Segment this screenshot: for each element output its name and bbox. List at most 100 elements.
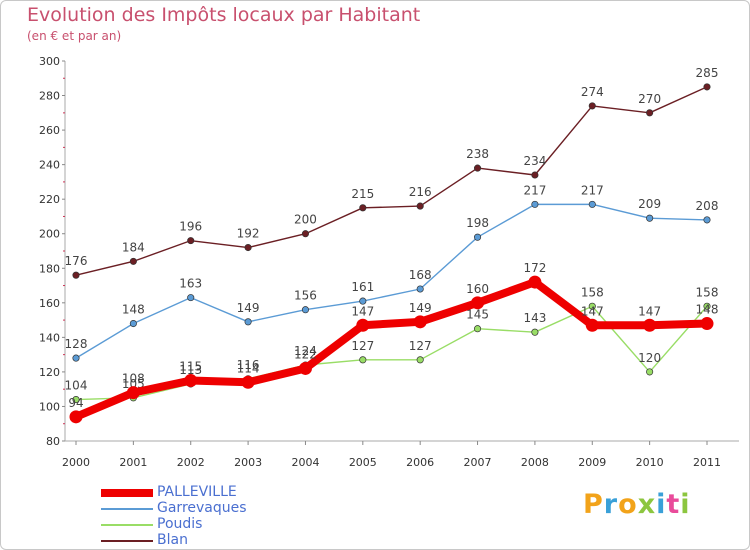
data-point	[72, 354, 80, 362]
data-label: 148	[696, 303, 719, 317]
data-point	[301, 230, 310, 238]
x-tick-label: 2007	[464, 456, 492, 469]
data-label: 198	[466, 216, 489, 230]
series-garrevaques: 128 148 163 149 156 161 168 198 217 217 209 208	[65, 183, 718, 362]
data-label: 108	[122, 372, 145, 386]
data-label: 127	[409, 339, 432, 353]
data-point	[531, 328, 539, 336]
y-tick-label: 220	[39, 193, 60, 206]
data-label: 270	[638, 92, 661, 106]
data-label: 168	[409, 268, 432, 282]
data-point	[588, 102, 596, 110]
data-point	[129, 257, 137, 265]
legend-swatch	[101, 489, 153, 497]
y-tick-label: 120	[39, 366, 60, 379]
data-point	[473, 164, 482, 172]
data-point	[244, 318, 252, 326]
data-point	[473, 325, 482, 333]
legend-item-blan: Blan	[101, 532, 361, 549]
x-tick-label: 2001	[119, 456, 147, 469]
data-point	[187, 237, 195, 245]
data-label: 116	[237, 358, 260, 372]
brand-letter: o	[618, 489, 638, 520]
data-point	[646, 214, 654, 222]
data-label: 274	[581, 85, 604, 99]
y-tick-label: 300	[39, 55, 60, 68]
data-label: 128	[65, 337, 88, 351]
data-label: 113	[179, 363, 202, 377]
data-label: 215	[351, 187, 374, 201]
data-point	[298, 361, 312, 375]
y-tick-label: 280	[39, 90, 60, 103]
legend-item-poudis: Poudis	[101, 516, 361, 533]
data-label: 127	[351, 339, 374, 353]
data-label: 145	[466, 308, 489, 322]
y-tick-label: 200	[39, 228, 60, 241]
data-point	[241, 375, 255, 389]
data-point	[588, 302, 596, 310]
legend-swatch	[101, 540, 153, 542]
series-line	[72, 278, 711, 421]
data-point	[646, 368, 654, 376]
data-point	[700, 317, 714, 331]
data-label: 147	[638, 304, 661, 318]
data-label: 234	[523, 154, 546, 168]
series-blan: 176 184 196 192 200 215 216 238 234 274 270 285	[65, 66, 718, 279]
legend-item-garrevaques: Garrevaques	[101, 500, 361, 517]
brand-letter: i	[680, 489, 691, 520]
data-point	[531, 200, 539, 208]
data-point	[588, 200, 596, 208]
legend-item-palleville: PALLEVILLE	[101, 484, 361, 501]
data-label: 148	[122, 303, 145, 317]
brand-letter: r	[603, 489, 619, 520]
data-label: 124	[294, 344, 317, 358]
data-point	[528, 275, 542, 289]
data-label: 172	[523, 261, 546, 275]
legend-label: PALLEVILLE	[157, 484, 237, 500]
data-label: 200	[294, 213, 317, 227]
data-label: 217	[523, 183, 546, 197]
x-tick-label: 2006	[406, 456, 434, 469]
data-label: 158	[581, 285, 604, 299]
data-point	[473, 233, 482, 241]
legend-label: Poudis	[157, 516, 203, 532]
data-label: 147	[581, 304, 604, 318]
data-point	[416, 202, 424, 210]
data-label: 147	[351, 304, 374, 318]
data-point	[646, 109, 654, 117]
series-line	[75, 86, 708, 276]
x-tick-label: 2003	[234, 456, 262, 469]
data-label: 163	[179, 277, 202, 291]
brand-letter: x	[637, 489, 657, 520]
data-point	[531, 171, 539, 179]
data-label: 143	[523, 311, 546, 325]
data-point	[356, 318, 370, 332]
data-label: 176	[65, 254, 88, 268]
y-tick-label: 160	[39, 297, 60, 310]
data-label: 94	[68, 396, 83, 410]
data-label: 196	[179, 220, 202, 234]
x-tick-label: 2008	[521, 456, 549, 469]
data-label: 209	[638, 197, 661, 211]
x-tick-label: 2009	[578, 456, 606, 469]
data-point	[703, 216, 711, 224]
data-point	[359, 204, 367, 212]
legend-label: Blan	[157, 532, 188, 548]
data-point	[413, 315, 427, 329]
data-point	[416, 356, 424, 364]
data-label: 160	[466, 282, 489, 296]
data-point	[126, 386, 140, 400]
data-point	[72, 271, 80, 279]
data-label: 184	[122, 240, 145, 254]
data-point	[72, 395, 80, 404]
y-tick-label: 140	[39, 331, 60, 344]
brand-letter: P	[583, 489, 604, 520]
data-label: 104	[65, 379, 88, 393]
series-line	[75, 203, 708, 359]
series-palleville: 94 108 115 114 122 147 149 160 172 147 147 148	[68, 261, 719, 424]
data-label: 192	[237, 227, 260, 241]
data-point	[301, 306, 310, 314]
data-point	[703, 83, 711, 91]
data-label: 105	[122, 377, 145, 391]
